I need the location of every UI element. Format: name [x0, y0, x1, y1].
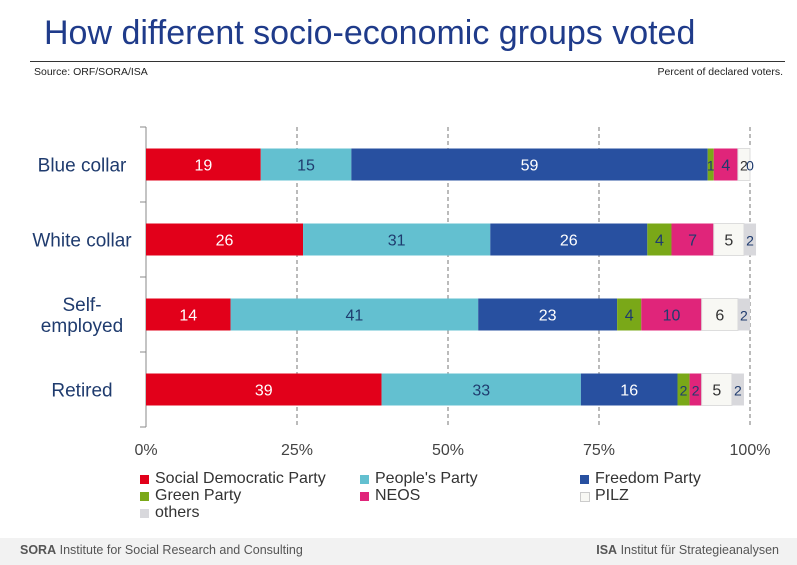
- data-label: 31: [388, 233, 406, 250]
- legend-label: PILZ: [595, 487, 629, 504]
- bar-segment: [303, 223, 491, 256]
- bar-segment: [689, 373, 702, 406]
- legend-swatch: [360, 475, 369, 484]
- bar-segment: [677, 373, 690, 406]
- data-label: 39: [255, 383, 273, 400]
- bar-segment: [737, 298, 750, 331]
- x-tick-label: 25%: [281, 442, 313, 459]
- bar-segment: [146, 373, 382, 406]
- percent-note: Percent of declared voters.: [657, 66, 783, 78]
- data-label: 2: [734, 383, 742, 399]
- bar-segment: [617, 298, 642, 331]
- legend-label: NEOS: [375, 487, 421, 504]
- bar-segment: [146, 223, 304, 256]
- category-label-line: employed: [41, 316, 123, 337]
- legend-label: others: [155, 504, 200, 521]
- data-label: 4: [655, 233, 664, 250]
- legend-swatch: [140, 509, 149, 518]
- legend-swatch: [140, 492, 149, 501]
- bar-segment: [701, 298, 739, 331]
- footer-right-org: ISA: [596, 543, 618, 557]
- bar-segment: [707, 148, 714, 181]
- data-label: 33: [472, 383, 490, 400]
- category-label: Retired: [51, 381, 112, 402]
- bar-segment: [490, 223, 648, 256]
- data-label: 6: [715, 308, 724, 325]
- category-label: Self-employed: [41, 295, 123, 337]
- footer-bar: SORA Institute for Social Research and C…: [0, 538, 797, 565]
- legend-label: Green Party: [155, 487, 242, 504]
- legend-swatch: [580, 492, 590, 502]
- bar-segment: [731, 373, 744, 406]
- source-note: Source: ORF/SORA/ISA: [34, 66, 148, 78]
- data-label: 2: [692, 383, 700, 399]
- bar-segment: [737, 148, 751, 181]
- data-label: 0: [746, 158, 754, 174]
- data-label: 16: [620, 383, 638, 400]
- legend-label: People's Party: [375, 470, 478, 487]
- data-label: 2: [740, 308, 748, 324]
- data-label: 1: [707, 158, 715, 174]
- bar-segment: [381, 373, 581, 406]
- bar-segment: [647, 223, 672, 256]
- data-label: 4: [625, 308, 634, 325]
- x-tick-label: 50%: [432, 442, 464, 459]
- x-tick-label: 100%: [730, 442, 771, 459]
- legend-swatch: [360, 492, 369, 501]
- category-label-line: Self-: [62, 295, 101, 316]
- data-label: 23: [539, 308, 557, 325]
- bar-segment: [260, 148, 352, 181]
- bar-segment: [146, 298, 231, 331]
- data-label: 7: [688, 233, 697, 250]
- bar-segment: [641, 298, 702, 331]
- footer-left-org: SORA: [20, 543, 57, 557]
- data-label: 26: [560, 233, 578, 250]
- bar-segment: [230, 298, 479, 331]
- data-label: 2: [740, 158, 748, 174]
- category-label-line: White collar: [32, 231, 132, 252]
- category-label: Blue collar: [38, 156, 127, 177]
- title-divider: [30, 61, 785, 62]
- x-tick-label: 0%: [134, 442, 157, 459]
- legend-swatch: [140, 475, 149, 484]
- legend-label: Freedom Party: [595, 470, 701, 487]
- bar-segment: [580, 373, 678, 406]
- data-label: 19: [194, 158, 212, 175]
- data-label: 10: [663, 308, 681, 325]
- footer-left-text: Institute for Social Research and Consul…: [59, 543, 303, 557]
- category-label: White collar: [32, 231, 132, 252]
- bar-segment: [671, 223, 714, 256]
- bar-segment: [713, 148, 738, 181]
- data-label: 2: [746, 233, 754, 249]
- data-label: 5: [724, 233, 733, 250]
- data-label: 15: [297, 158, 315, 175]
- bar-segment: [743, 223, 757, 256]
- bar-segment: [146, 148, 261, 181]
- footer-right: ISA Institut für Strategieanalysen: [596, 543, 779, 557]
- footer-right-text: Institut für Strategieanalysen: [620, 543, 779, 557]
- data-label: 4: [721, 158, 730, 175]
- chart-title: How different socio-economic groups vote…: [44, 14, 696, 52]
- category-label-line: Retired: [51, 381, 112, 402]
- x-tick-label: 75%: [583, 442, 615, 459]
- data-label: 14: [179, 308, 197, 325]
- data-label: 5: [712, 383, 721, 400]
- legend-label: Social Democratic Party: [155, 470, 326, 487]
- data-label: 2: [680, 383, 688, 399]
- category-label-line: Blue collar: [38, 156, 127, 177]
- bar-segment: [478, 298, 618, 331]
- data-label: 59: [521, 158, 539, 175]
- bar-segment: [351, 148, 708, 181]
- footer-left: SORA Institute for Social Research and C…: [20, 543, 303, 557]
- data-label: 26: [216, 233, 234, 250]
- legend-swatch: [580, 475, 589, 484]
- data-label: 41: [345, 308, 363, 325]
